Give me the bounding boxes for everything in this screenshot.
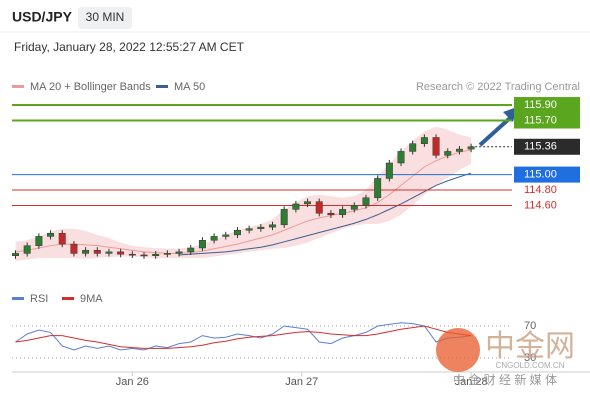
legend-label: MA 20 + Bollinger Bands [30,81,151,93]
candle-body [455,148,463,152]
x-tick-label: Jan 26 [116,376,149,388]
watermark-tagline: 中 金 财 经 新 媒 体 [453,372,557,387]
level-box [514,97,580,114]
candle-body [257,226,265,229]
candle-body [280,209,288,226]
candle-body [467,146,475,150]
candle-body [93,250,101,254]
candle-body [350,205,358,210]
ma50-line [179,172,472,256]
candle-body [140,254,148,257]
candle-body [374,178,382,199]
symbol: USD/JPY [12,9,73,25]
candle-body [35,236,43,246]
candle-body [304,201,312,205]
level-label: 115.70 [524,114,557,126]
candle-body [47,233,55,237]
level-label: 115.36 [524,141,557,153]
candle-body [362,197,370,206]
candle-body [82,250,90,254]
candle-body [210,236,218,241]
candle-body [128,253,136,256]
candle-body [339,209,347,216]
candle-body [420,137,428,144]
candle-body [385,162,393,179]
arrow-head [503,107,517,122]
candle-body [222,234,230,237]
legend-label: MA 50 [174,81,205,93]
legend-label: 9MA [80,293,103,305]
x-tick-label: Jan 27 [285,376,318,388]
legend-label: RSI [30,293,48,305]
timestamp: Friday, January 28, 2022 12:55:27 AM CET [14,40,245,54]
level-label: 115.00 [524,168,557,180]
candle-body [444,151,452,156]
level-label: 114.60 [524,199,557,211]
candle-body [245,228,253,231]
candle-body [327,212,335,216]
candle-body [397,151,405,164]
candle-body [117,251,125,255]
candle-body [70,243,78,254]
candle-body [175,251,183,254]
candle-body [105,251,113,254]
candle-body [198,240,206,249]
candle-body [234,229,241,236]
level-box [514,112,580,129]
source: Research © 2022 Trading Central [416,81,580,93]
rsi-tick-label: 70 [524,320,536,332]
candle-body [409,143,417,152]
rsi-line [15,325,472,349]
legend-swatch [156,85,168,88]
watermark-site: CNGOLD.COM.CN [496,361,565,370]
candle-body [269,224,276,228]
candle-body [187,247,195,253]
level-box [514,138,580,155]
timeframe[interactable]: 30 MIN [86,10,125,24]
level-box [514,166,580,183]
arrow [478,116,512,147]
candle-body [315,201,323,214]
candle-body [152,253,160,256]
candle-body [23,245,31,254]
candle-body [163,253,171,255]
candle-body [292,203,300,210]
watermark-logo [436,328,480,372]
rsi-line [15,322,472,351]
timeframe-badge[interactable] [78,7,132,29]
level-label: 115.90 [524,99,557,111]
candle-body [12,253,19,256]
x-tick-label: Jan 28 [455,376,488,388]
legend-swatch [12,85,24,88]
rsi-tick-label: 30 [524,352,536,364]
candle-body [58,233,66,245]
legend-swatch [62,297,74,300]
legend-swatch [12,297,24,300]
watermark-name: 中金网 [485,330,575,363]
level-label: 114.80 [524,184,557,196]
candle-body [432,137,440,156]
